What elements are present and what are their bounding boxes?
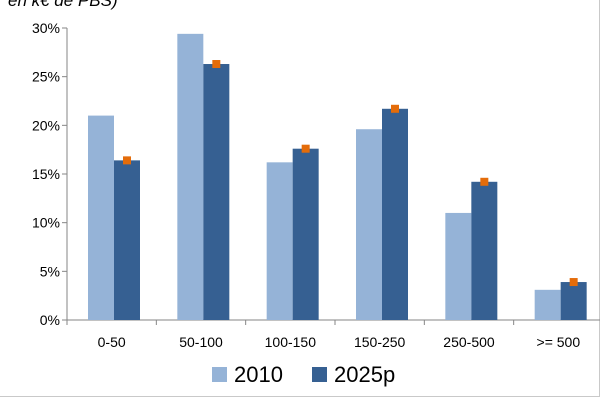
marker-2025p-250-500 — [480, 177, 489, 186]
x-tick-label: 250-500 — [443, 334, 495, 350]
marker-2025p-0-50 — [123, 156, 131, 165]
x-tick-label: 150-250 — [354, 334, 406, 350]
legend-swatch-2025p — [312, 367, 327, 382]
bar-2025p-150-250 — [382, 108, 408, 320]
marker-2025p-150-250 — [391, 104, 399, 113]
y-tick-label: 30% — [32, 20, 60, 36]
bar-2025p-0-50 — [114, 160, 140, 320]
bar-2010-100-150 — [266, 162, 293, 320]
legend-label-2010: 2010 — [234, 362, 283, 387]
bar-2010-0-50 — [88, 115, 114, 320]
chart-caption-fragment: en k€ de PBS) — [8, 0, 118, 10]
y-tick-label: 5% — [40, 263, 60, 279]
bar-2010-150-250 — [356, 129, 382, 320]
x-tick-label: 0-50 — [98, 334, 126, 350]
bar-2010-250-500 — [445, 212, 472, 320]
y-tick-label: 0% — [40, 312, 60, 328]
y-tick-label: 15% — [32, 166, 60, 182]
y-axis: 0% 5% 10% 15% 20% 25% 30% — [32, 20, 68, 328]
legend-swatch-2010 — [212, 367, 227, 382]
bar-2025p-100-150 — [292, 148, 319, 320]
x-tick-label: 100-150 — [265, 334, 317, 350]
x-tick-label: >= 500 — [537, 334, 581, 350]
x-axis: 0-50 50-100 100-150 150-250 250-500 >= 500 — [66, 319, 600, 350]
bar-2025p->= 500 — [560, 282, 587, 320]
markers — [123, 60, 578, 287]
x-tick-label: 50-100 — [179, 334, 223, 350]
legend-label-2025p: 2025p — [334, 362, 395, 387]
bar-2025p-50-100 — [203, 64, 230, 320]
legend: 2010 2025p — [212, 362, 395, 387]
bar-2025p-250-500 — [471, 181, 498, 320]
marker-2025p-50-100 — [212, 60, 221, 69]
marker-2025p-100-150 — [301, 144, 310, 153]
y-tick-label: 20% — [32, 117, 60, 133]
y-tick-label: 25% — [32, 69, 60, 85]
bars — [88, 33, 587, 321]
bar-2010->= 500 — [534, 289, 561, 320]
y-tick-label: 10% — [32, 215, 60, 231]
marker-2025p->= 500 — [569, 278, 578, 287]
bar-2010-50-100 — [177, 33, 204, 321]
